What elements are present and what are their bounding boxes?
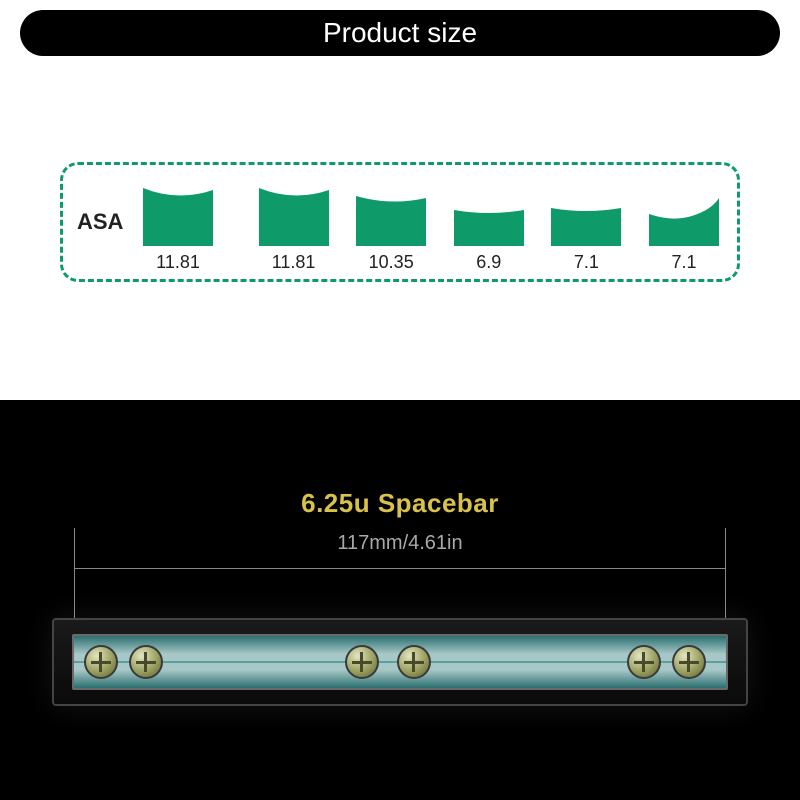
keycap-profile-icon <box>645 184 723 246</box>
asa-profile-label: ASA <box>77 209 127 235</box>
asa-profile-panel: ASA 11.81 11.81 10.35 6.9 7.1 7.1 <box>60 162 740 282</box>
asa-keycap-col: 10.35 <box>352 184 430 273</box>
asa-keycap-height-value: 7.1 <box>574 252 599 273</box>
asa-keycap-col: 11.81 <box>139 184 217 273</box>
title-bar: Product size <box>20 10 780 56</box>
asa-keycap-col: 7.1 <box>547 184 625 273</box>
dimension-tick-right-icon <box>725 528 726 618</box>
keycap-profile-icon <box>352 184 430 246</box>
spacebar-body <box>52 618 748 706</box>
dimension-line-icon <box>74 568 726 569</box>
asa-keycap-height-value: 11.81 <box>156 252 200 273</box>
keycap-profile-icon <box>255 184 333 246</box>
asa-keycap-height-value: 10.35 <box>369 252 414 273</box>
asa-keycap-height-value: 11.81 <box>272 252 316 273</box>
asa-keycap-height-value: 6.9 <box>476 252 501 273</box>
asa-keycap-col: 11.81 <box>255 184 333 273</box>
keycap-profile-icon <box>450 184 528 246</box>
asa-keycap-col: 6.9 <box>450 184 528 273</box>
asa-keycap-height-value: 7.1 <box>671 252 696 273</box>
dimension-tick-left-icon <box>74 528 75 618</box>
keycap-profile-icon <box>547 184 625 246</box>
spacebar-dimension: 117mm/4.61in <box>0 532 800 555</box>
asa-keycap-col: 7.1 <box>645 184 723 273</box>
keycap-profile-icon <box>139 184 217 246</box>
spacebar-title: 6.25u Spacebar <box>0 488 800 519</box>
asa-keycap-row: 11.81 11.81 10.35 6.9 7.1 7.1 <box>139 165 723 279</box>
page-title: Product size <box>323 17 477 49</box>
spacebar-section: 6.25u Spacebar 117mm/4.61in <box>0 400 800 800</box>
